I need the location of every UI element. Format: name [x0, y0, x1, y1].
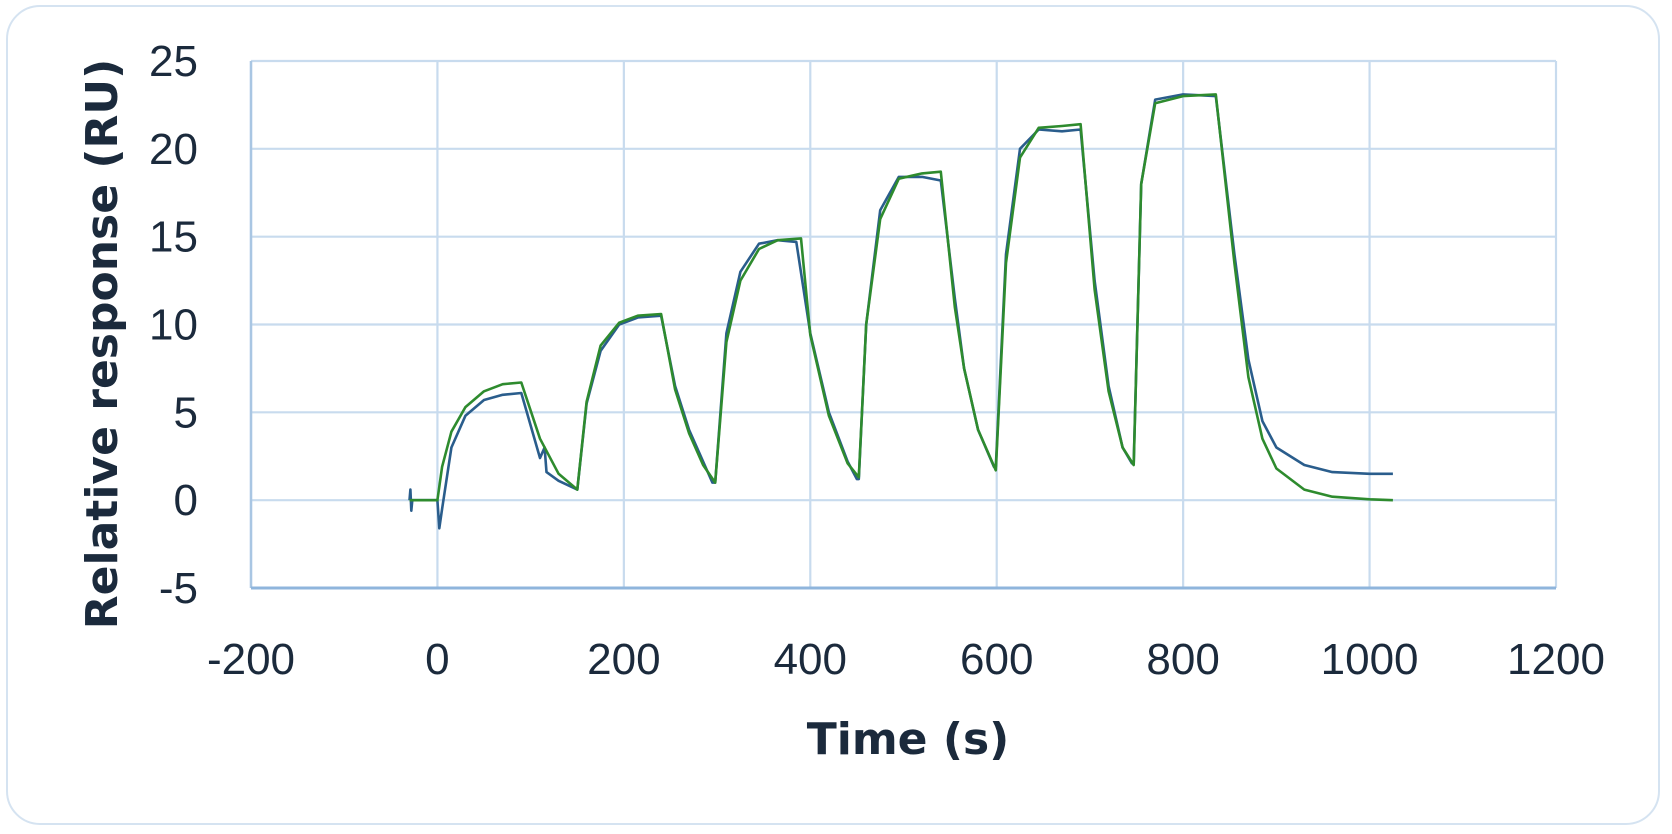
y-tick-label: 25: [149, 37, 198, 86]
y-tick-label: 0: [174, 476, 198, 525]
x-tick-label: 1200: [1507, 635, 1605, 684]
y-tick-label: 5: [174, 388, 198, 437]
axes: [249, 61, 1556, 590]
x-tick-label: 1000: [1321, 635, 1419, 684]
y-tick-label: 20: [149, 125, 198, 174]
x-tick-label: 800: [1146, 635, 1219, 684]
series-layer: [408, 93, 1393, 530]
x-axis-title: Time (s): [807, 714, 1010, 765]
gridlines: [249, 59, 1558, 590]
x-tick-label: 400: [774, 635, 847, 684]
chart-card: [6, 5, 1660, 825]
x-tick-labels: -200 0 200 400 600 800 1000 1200: [207, 635, 1605, 684]
x-tick-label: 600: [960, 635, 1033, 684]
series-line-measured: [408, 93, 1393, 530]
y-tick-label: -5: [159, 564, 198, 613]
y-tick-label: 15: [149, 213, 198, 262]
x-tick-label: 200: [587, 635, 660, 684]
y-axis-title: Relative response (RU): [77, 59, 128, 629]
x-tick-label: -200: [207, 635, 295, 684]
x-tick-label: 0: [425, 635, 449, 684]
y-tick-label: 10: [149, 301, 198, 350]
y-tick-labels: -5 0 5 10 15 20 25: [149, 37, 198, 613]
series-line-fit: [409, 93, 1393, 502]
